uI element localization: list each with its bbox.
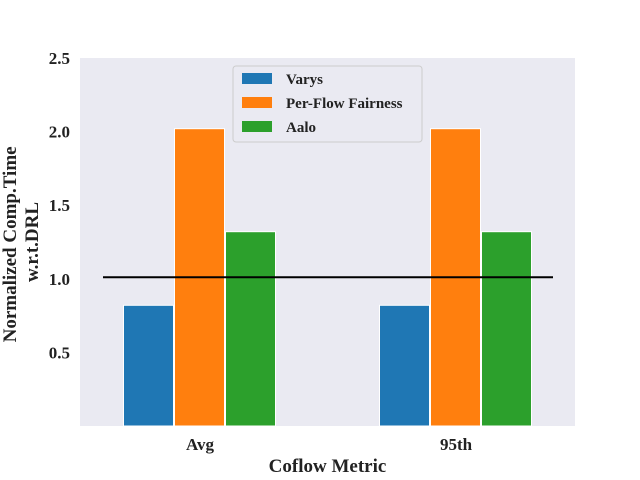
x-tick-label-avg: Avg — [186, 435, 215, 454]
legend: Varys Per-Flow Fairness Aalo — [232, 65, 423, 143]
y-axis-title-line-1: Normalized Comp.Time — [0, 146, 21, 342]
y-tick-label: 2.0 — [49, 123, 70, 142]
legend-swatch-per-flow-fairness — [242, 97, 272, 108]
x-axis-ticks: Avg 95th — [186, 435, 473, 454]
y-tick-label: 1.5 — [49, 196, 70, 215]
x-tick-label-95th: 95th — [440, 435, 473, 454]
y-axis-title-line-2: w.r.t.DRL — [22, 202, 43, 282]
y-axis-title: Normalized Comp.Time w.r.t.DRL — [0, 142, 43, 343]
legend-swatch-aalo — [242, 121, 272, 132]
y-tick-label: 1.0 — [49, 270, 70, 289]
legend-label-aalo: Aalo — [286, 120, 316, 136]
y-tick-label: 2.5 — [49, 49, 70, 68]
bar-varys-95th — [379, 304, 430, 427]
bar-aalo-95th — [481, 231, 532, 427]
x-axis-title: Coflow Metric — [269, 456, 387, 477]
legend-label-varys: Varys — [286, 72, 323, 88]
y-tick-label: 0.5 — [49, 343, 70, 362]
bar-aalo-avg — [225, 231, 276, 427]
legend-label-per-flow-fairness: Per-Flow Fairness — [286, 96, 403, 112]
legend-swatch-varys — [242, 73, 272, 84]
legend-box — [232, 65, 423, 143]
y-axis-ticks: 0.5 1.0 1.5 2.0 2.5 — [49, 49, 70, 362]
bar-varys-avg — [123, 304, 174, 427]
